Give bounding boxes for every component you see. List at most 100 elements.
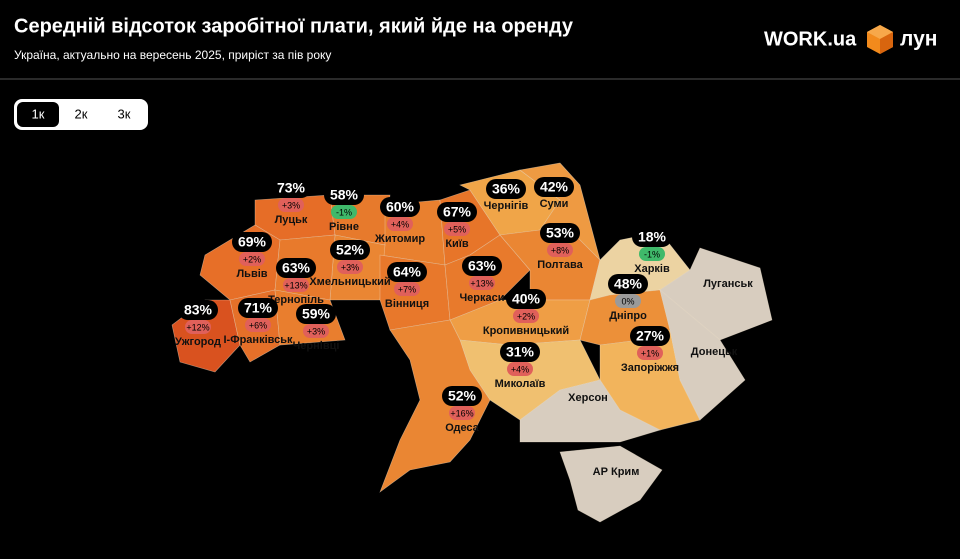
share: 53%: [546, 225, 575, 241]
change: +5%: [448, 224, 466, 234]
change-pill: [283, 278, 309, 292]
region-name: Рівне: [329, 221, 359, 233]
tab[interactable]: 1к: [32, 106, 45, 121]
region-name: Тернопіль: [268, 294, 324, 306]
change: +1%: [641, 348, 659, 358]
region-name: Херсон: [568, 392, 608, 404]
share-pill: [178, 300, 218, 320]
change-pill: [185, 320, 211, 334]
tab[interactable]: 3к: [118, 106, 131, 121]
change: +16%: [450, 408, 473, 418]
share: 69%: [238, 234, 267, 250]
share: 18%: [638, 229, 667, 245]
subtitle: Україна, актуально на вересень 2025, при…: [14, 48, 331, 62]
change-pill: [513, 309, 539, 323]
change: +12%: [186, 322, 209, 332]
share-pill: [324, 185, 364, 205]
change: +6%: [249, 320, 267, 330]
region: [659, 289, 746, 421]
change: +3%: [282, 200, 300, 210]
change: +3%: [307, 326, 325, 336]
region-name: Харків: [634, 263, 670, 275]
change: +13%: [470, 278, 493, 288]
region-name: Луцьк: [275, 214, 308, 226]
share: 67%: [443, 204, 472, 220]
change-pill: [469, 276, 495, 290]
share-pill: [330, 240, 370, 260]
share-pill: [506, 289, 546, 309]
share: 52%: [336, 242, 365, 258]
region-name: Ужгород: [175, 336, 221, 348]
share: 59%: [302, 306, 331, 322]
change-pill: [449, 406, 475, 420]
share-pill: [540, 223, 580, 243]
region-name: Суми: [540, 198, 569, 210]
share: 36%: [492, 181, 521, 197]
change: +3%: [341, 262, 359, 272]
change: +4%: [391, 219, 409, 229]
share-pill: [442, 386, 482, 406]
change: +8%: [551, 245, 569, 255]
region: [519, 379, 661, 443]
change: +2%: [243, 254, 261, 264]
share: 63%: [282, 260, 311, 276]
share-pill: [238, 298, 278, 318]
change-pill: [547, 243, 573, 257]
share: 31%: [506, 344, 535, 360]
change-pill: [444, 222, 470, 236]
share-pill: [437, 202, 477, 222]
change-pill: [639, 247, 665, 261]
share: 83%: [184, 302, 213, 318]
region-name: Одеса: [445, 422, 479, 434]
change: 0%: [621, 296, 634, 306]
change: -1%: [336, 207, 352, 217]
share: 60%: [386, 199, 415, 215]
share-pill: [632, 227, 672, 247]
region-name: Дніпро: [609, 310, 647, 322]
region-name: Черкаси: [459, 292, 504, 304]
share-pill: [630, 326, 670, 346]
lun-cube: [867, 25, 893, 54]
share: 73%: [277, 180, 306, 196]
tab-selected[interactable]: [17, 102, 59, 127]
share-pill: [534, 177, 574, 197]
work-logo: WORK.ua: [764, 28, 857, 50]
change-pill: [507, 362, 533, 376]
region-name: Чернівці: [293, 340, 340, 352]
region-name: Миколаїв: [495, 378, 546, 390]
share-pill: [500, 342, 540, 362]
share: 48%: [614, 276, 643, 292]
change: -1%: [644, 249, 660, 259]
title: Середній відсоток заробітної плати, який…: [14, 15, 574, 37]
region: [379, 319, 491, 493]
share-pill: [232, 232, 272, 252]
lun-logo: лун: [900, 28, 937, 51]
share-pill: [276, 258, 316, 278]
region-name: Запоріжжя: [621, 362, 679, 374]
region-name: Чернігів: [484, 200, 529, 212]
region-name: Житомир: [374, 233, 425, 245]
change: +13%: [284, 280, 307, 290]
share-pill: [296, 304, 336, 324]
share-pill: [608, 274, 648, 294]
tab[interactable]: 2к: [75, 106, 88, 121]
share: 52%: [448, 388, 477, 404]
region-name: Вінниця: [385, 298, 429, 310]
change-pill: [615, 294, 641, 308]
change-pill: [245, 318, 271, 332]
share: 58%: [330, 187, 359, 203]
change-pill: [394, 282, 420, 296]
change-pill: [337, 260, 363, 274]
region-name: Луганськ: [703, 278, 753, 290]
share: 71%: [244, 300, 273, 316]
share-pill: [486, 179, 526, 199]
share: 27%: [636, 328, 665, 344]
region-name: Хмельницький: [309, 276, 390, 288]
region-name: Полтава: [537, 259, 583, 271]
share-pill: [380, 197, 420, 217]
change: +4%: [511, 364, 529, 374]
share: 63%: [468, 258, 497, 274]
change-pill: [239, 252, 265, 266]
share: 42%: [540, 179, 569, 195]
